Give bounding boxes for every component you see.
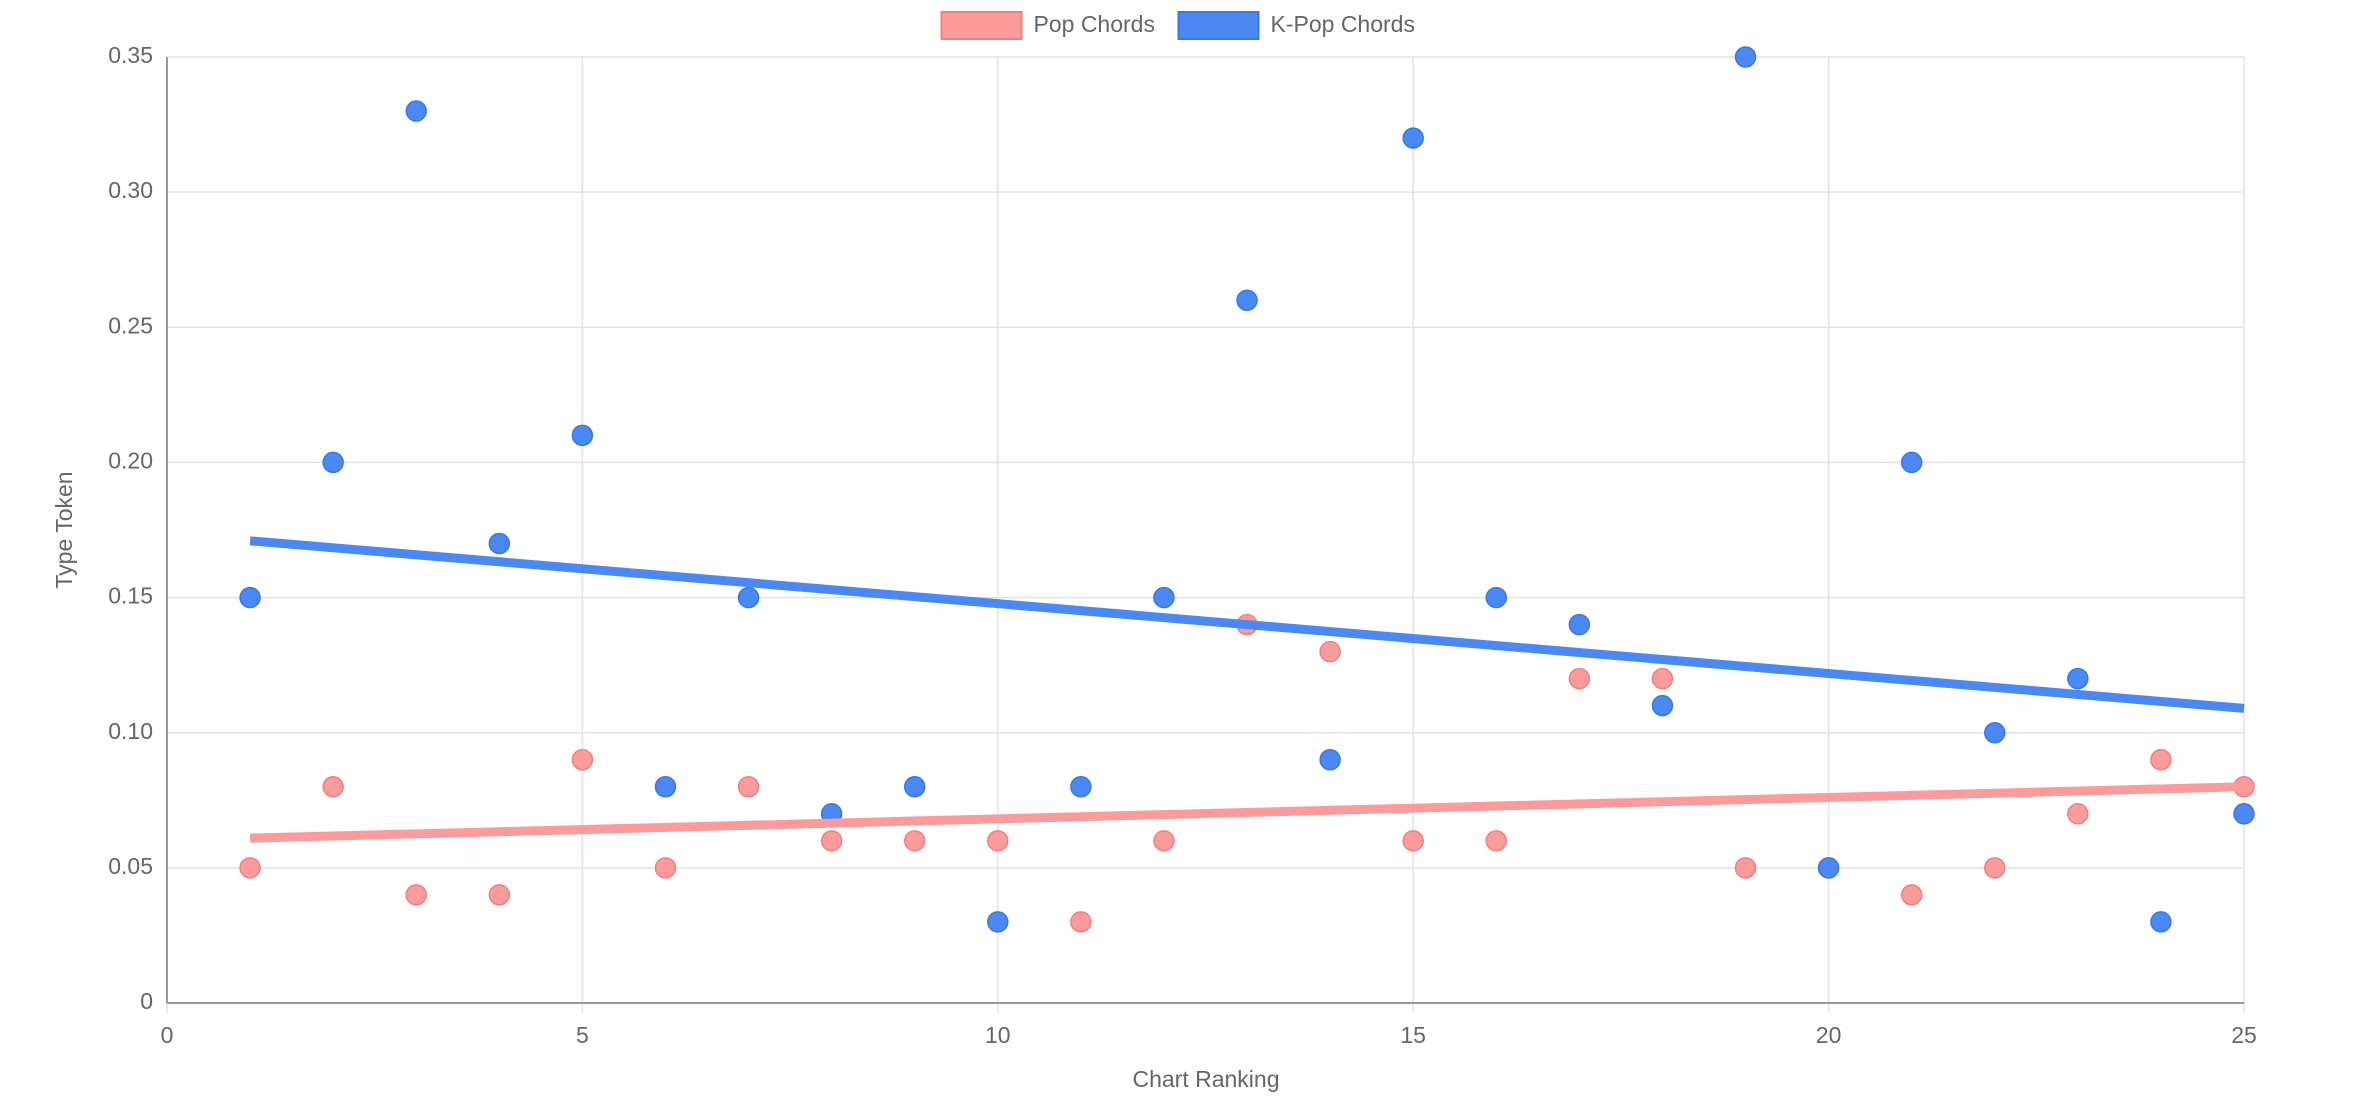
data-point (1236, 289, 1258, 312)
data-point (1319, 640, 1341, 663)
y-tick-label: 0.15 (108, 583, 153, 609)
data-point (737, 586, 760, 609)
data-point (322, 451, 344, 474)
data-point (1319, 748, 1341, 771)
x-tick-label: 25 (2231, 1022, 2257, 1048)
data-point (322, 776, 344, 798)
data-point (2150, 748, 2172, 771)
x-tick-label: 10 (985, 1022, 1011, 1048)
x-tick-label: 5 (576, 1022, 589, 1048)
data-point (654, 857, 677, 879)
data-point (405, 100, 427, 122)
y-tick-label: 0.20 (108, 448, 153, 474)
data-point (2067, 667, 2089, 690)
data-point (1900, 451, 1923, 474)
data-point (1734, 46, 1757, 68)
data-point (1153, 586, 1175, 609)
legend-swatch[interactable] (940, 11, 1023, 40)
legend-label[interactable]: Pop Chords (1034, 11, 1155, 37)
data-point (405, 884, 427, 906)
y-tick-label: 0.05 (108, 853, 153, 879)
data-point (1485, 830, 1508, 852)
data-point (2150, 911, 2172, 933)
y-axis-label: Type Token (51, 471, 77, 588)
data-point (1485, 586, 1508, 609)
data-point (1651, 694, 1674, 717)
data-point (1984, 721, 2006, 744)
x-axis-label: Chart Ranking (1132, 1066, 1279, 1092)
data-point (987, 830, 1009, 852)
data-point (1070, 911, 1092, 933)
data-point (239, 857, 261, 879)
y-tick-label: 0.25 (108, 312, 153, 338)
data-point (1070, 776, 1092, 798)
data-point (820, 830, 843, 852)
data-point (1568, 613, 1591, 636)
y-tick-label: 0 (140, 988, 153, 1014)
data-point (1651, 667, 1674, 690)
x-tick-label: 15 (1400, 1022, 1426, 1048)
data-point (1402, 127, 1424, 149)
y-tick-label: 0.10 (108, 718, 153, 744)
data-point (571, 424, 594, 447)
data-point (654, 776, 677, 798)
data-point (488, 532, 511, 555)
data-point (488, 884, 511, 906)
trend-line (249, 536, 2245, 713)
x-tick-label: 20 (1816, 1022, 1842, 1048)
data-point (1568, 667, 1591, 690)
data-point (1984, 857, 2006, 879)
data-point (987, 911, 1009, 933)
trend-line (249, 782, 2245, 843)
data-point (737, 776, 760, 798)
legend-swatch[interactable] (1177, 11, 1260, 40)
y-tick-label: 0.30 (108, 177, 153, 203)
data-point (903, 830, 926, 852)
data-point (1900, 884, 1923, 906)
x-tick-label: 0 (161, 1022, 174, 1048)
y-tick-label: 0.35 (108, 42, 153, 68)
legend-label[interactable]: K-Pop Chords (1271, 11, 1415, 37)
data-point (239, 586, 261, 609)
data-point (1734, 857, 1757, 879)
data-point (2067, 803, 2089, 825)
data-point (1817, 857, 1840, 879)
data-point (571, 748, 594, 771)
data-point (1402, 830, 1424, 852)
data-point (903, 776, 926, 798)
data-point (1153, 830, 1175, 852)
data-point (2233, 803, 2255, 825)
